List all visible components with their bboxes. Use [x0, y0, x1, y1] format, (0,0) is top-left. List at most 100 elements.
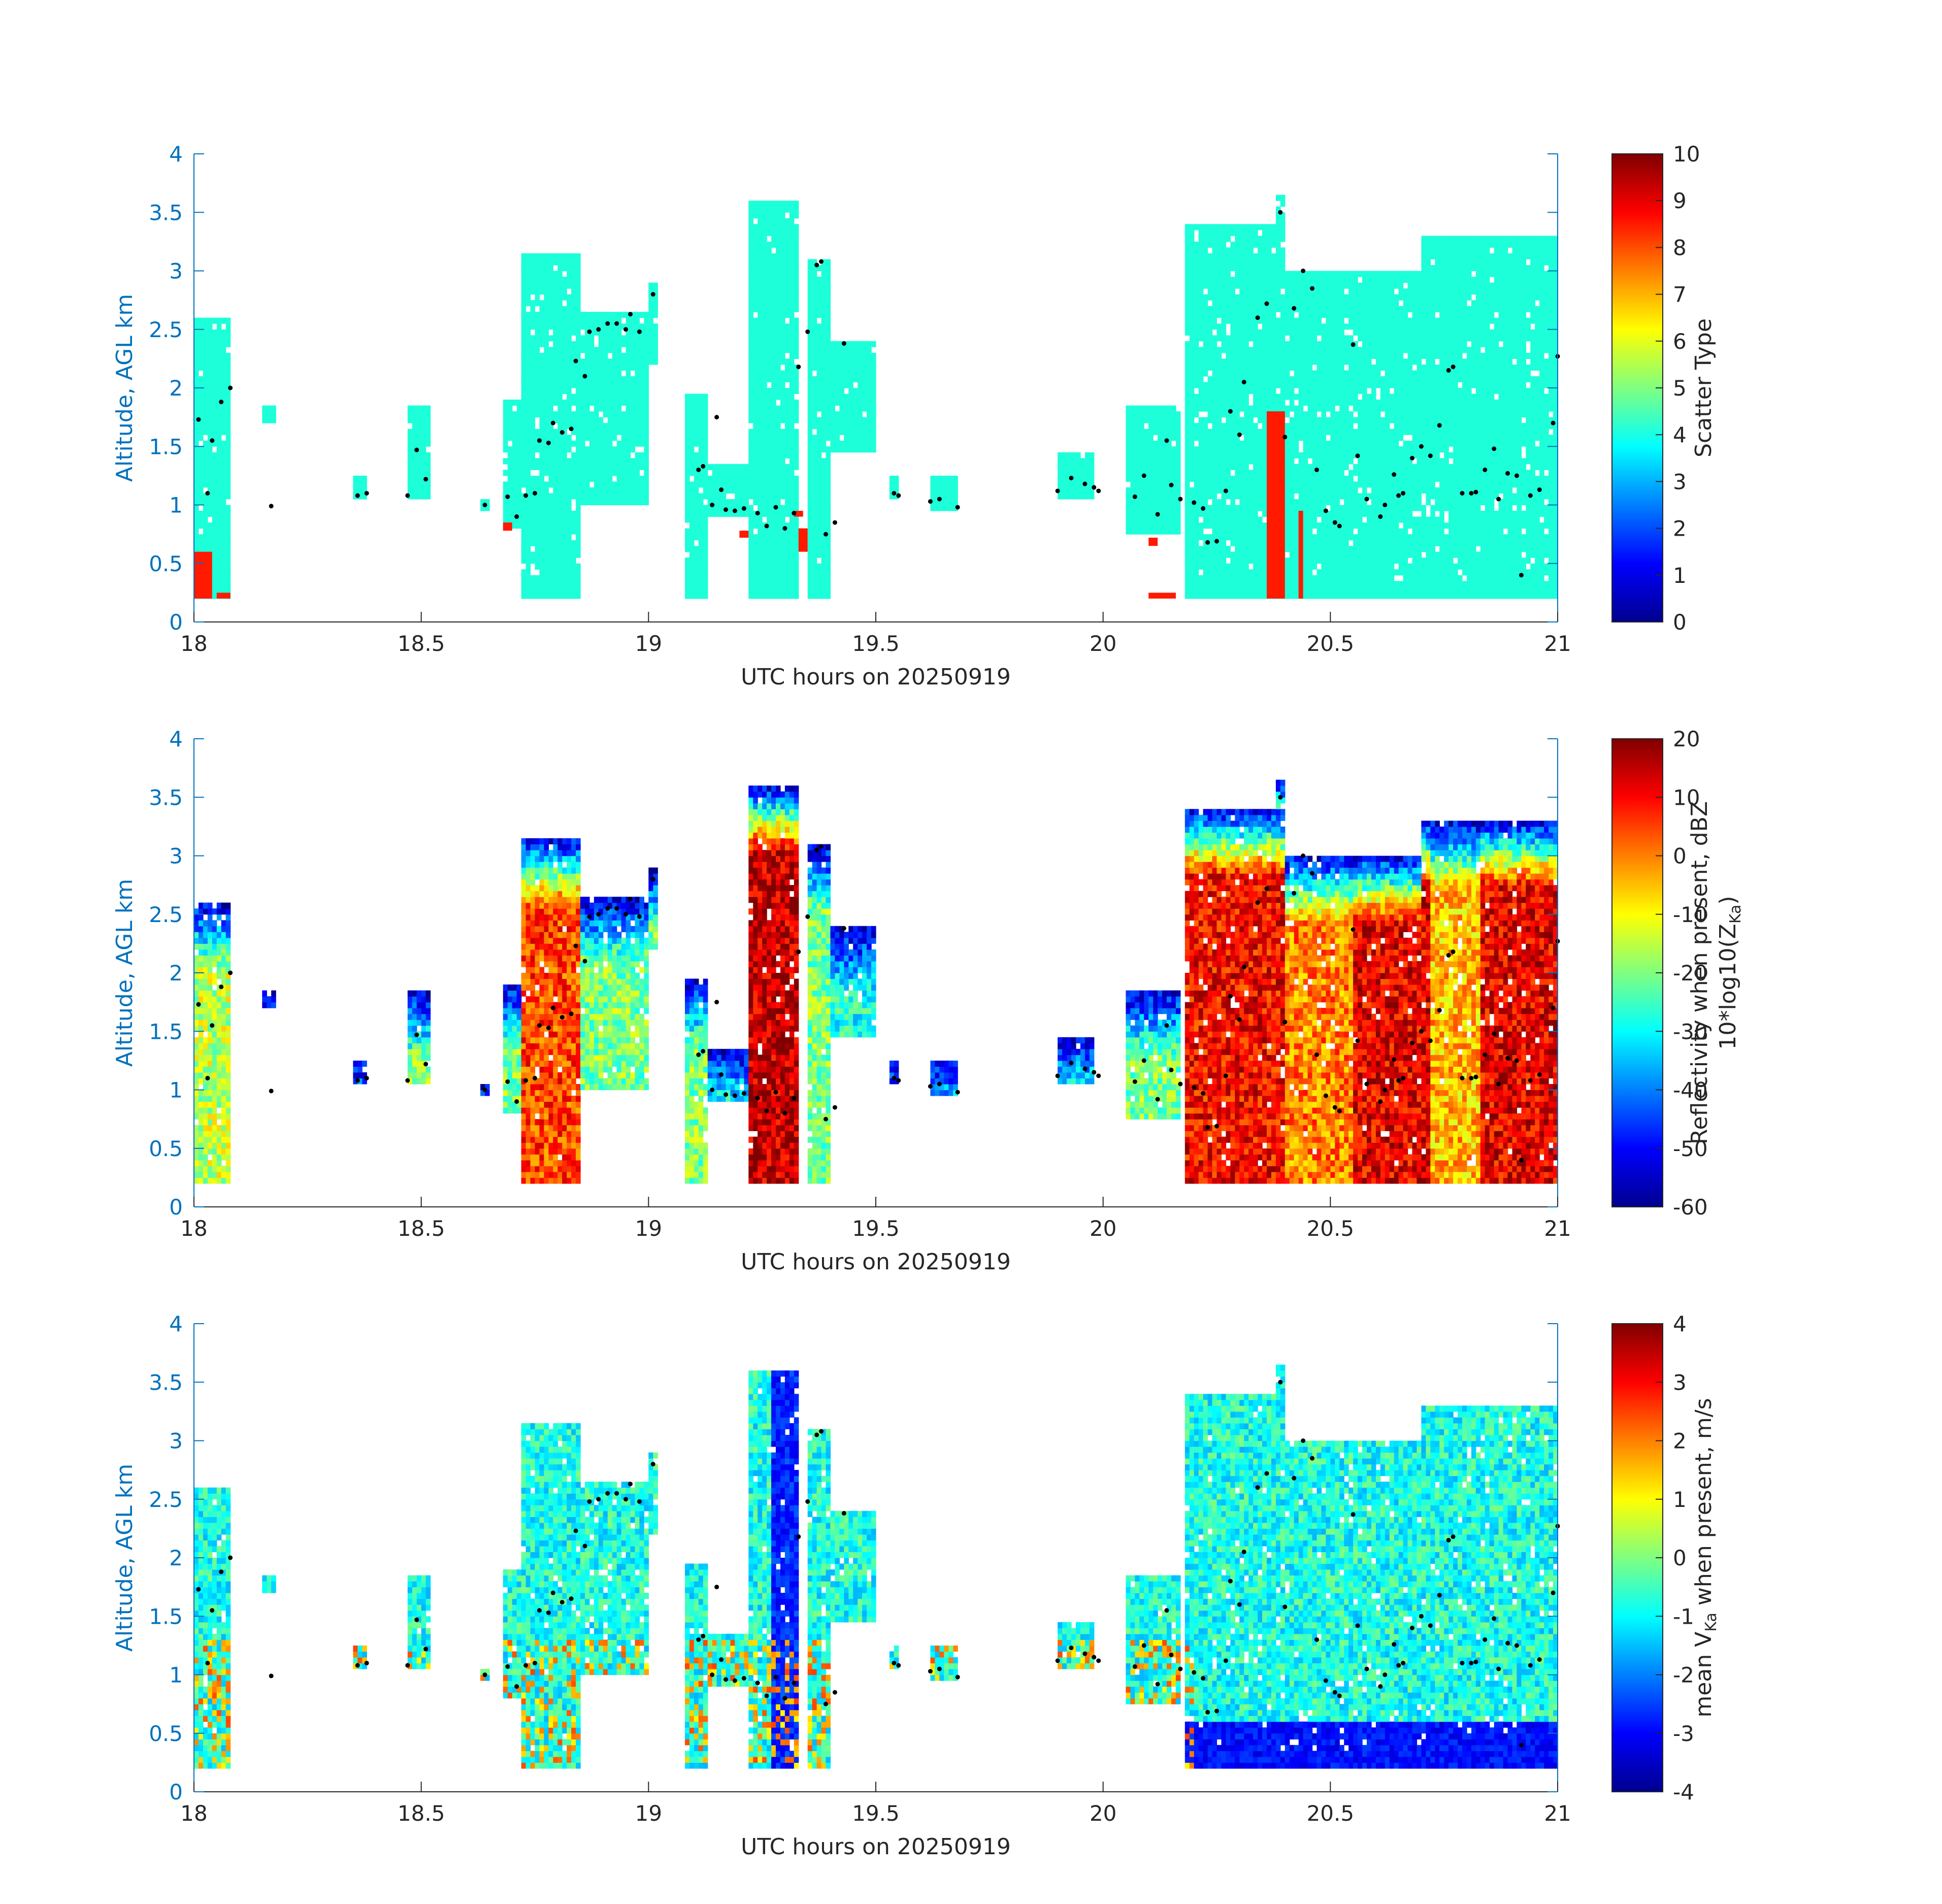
heatmap-cell [562, 323, 567, 330]
heatmap-cell [221, 458, 226, 465]
heatmap-cell [1130, 505, 1135, 511]
heatmap-cell [1198, 300, 1204, 307]
heatmap-cell [203, 546, 208, 552]
heatmap-cell [767, 218, 772, 224]
heatmap-cell [639, 393, 644, 400]
heatmap-cell [516, 458, 522, 465]
heatmap-cell [1167, 417, 1172, 423]
heatmap-cell [580, 400, 585, 406]
heatmap-cell [357, 481, 363, 488]
heatmap-cell [221, 335, 226, 342]
heatmap-cell [794, 429, 799, 435]
heatmap-cell [553, 294, 558, 301]
heatmap-cell [1235, 429, 1240, 435]
heatmap-cell [762, 253, 767, 259]
heatmap-cell [1212, 323, 1217, 330]
heatmap-cell [1212, 446, 1217, 453]
heatmap-cell [867, 382, 872, 388]
heatmap-cell [562, 563, 567, 570]
heatmap-cell [1203, 382, 1208, 388]
heatmap-cell [421, 493, 426, 500]
heatmap-cell [416, 440, 422, 447]
heatmap-cell [807, 446, 813, 453]
heatmap-cell [862, 417, 867, 423]
heatmap-cell [1194, 259, 1199, 266]
heatmap-cell [1184, 224, 1190, 231]
heatmap-cell [644, 323, 649, 330]
heatmap-cell [1280, 259, 1286, 266]
heatmap-cell [1235, 481, 1240, 488]
heatmap-cell [221, 563, 226, 570]
heatmap-cell [1289, 540, 1295, 546]
heatmap-cell [530, 458, 536, 465]
heatmap-cell [1158, 487, 1163, 494]
heatmap-cell [784, 405, 790, 412]
heatmap-cell [216, 511, 222, 517]
heatmap-cell [1203, 429, 1208, 435]
heatmap-cell [784, 557, 790, 564]
heatmap-cell [553, 493, 558, 500]
heatmap-cell [425, 423, 431, 430]
heatmap-cell [567, 575, 572, 581]
heatmap-cell [221, 423, 226, 430]
heatmap-cell [1203, 259, 1208, 266]
heatmap-cell [794, 557, 799, 564]
heatmap-cell [1230, 446, 1235, 453]
heatmap-cell [1275, 282, 1281, 289]
heatmap-cell [816, 358, 822, 365]
heatmap-cell [1258, 481, 1263, 488]
heatmap-cell [216, 440, 222, 447]
heatmap-cell [762, 593, 767, 599]
heatmap-cell [1203, 393, 1208, 400]
heatmap-cell [580, 435, 585, 441]
heatmap-cell [1189, 452, 1195, 458]
heatmap-cell [753, 551, 758, 558]
heatmap-cell [1267, 352, 1272, 359]
heatmap-cell [1285, 528, 1290, 535]
heatmap-cell [780, 440, 785, 447]
heatmap-cell [221, 511, 226, 517]
heatmap-cell [1189, 347, 1195, 353]
heatmap-cell [744, 499, 749, 506]
heatmap-cell [516, 435, 522, 441]
heatmap-cell [1171, 417, 1176, 423]
heatmap-cell [1262, 475, 1267, 482]
heatmap-cell [1198, 317, 1204, 324]
heatmap-cell [639, 481, 644, 488]
heatmap-cell [544, 522, 549, 529]
heatmap-cell [535, 563, 540, 570]
heatmap-cell [1262, 423, 1267, 430]
heatmap-cell [1148, 493, 1154, 500]
heatmap-cell [544, 341, 549, 347]
heatmap-cell [639, 358, 644, 365]
heatmap-cell [525, 516, 531, 523]
heatmap-cell [562, 400, 567, 406]
heatmap-cell [1207, 347, 1213, 353]
heatmap-cell [776, 388, 781, 395]
heatmap-cell [780, 586, 785, 593]
heatmap-cell [871, 376, 876, 382]
heatmap-cell [589, 347, 595, 353]
heatmap-cell [576, 411, 581, 418]
heatmap-cell [1189, 546, 1195, 552]
heatmap-cell [789, 499, 795, 506]
heatmap-cell [1258, 522, 1263, 529]
heatmap-cell [199, 522, 204, 529]
heatmap-cell [848, 352, 853, 359]
heatmap-cell [612, 341, 617, 347]
heatmap-cell [1207, 516, 1213, 523]
heatmap-cell [1203, 499, 1208, 506]
heatmap-cell [1203, 475, 1208, 482]
heatmap-cell [589, 400, 595, 406]
heatmap-cell [1216, 516, 1222, 523]
heatmap-cell [1067, 487, 1072, 494]
heatmap-cell [1216, 241, 1222, 248]
heatmap-cell [780, 229, 785, 236]
heatmap-cell [525, 347, 531, 353]
heatmap-cell [767, 481, 772, 488]
heatmap-cell [548, 464, 553, 470]
heatmap-cell [698, 393, 704, 400]
heatmap-cell [1244, 446, 1249, 453]
heatmap-cell [616, 493, 622, 500]
heatmap-cell [1207, 569, 1213, 576]
